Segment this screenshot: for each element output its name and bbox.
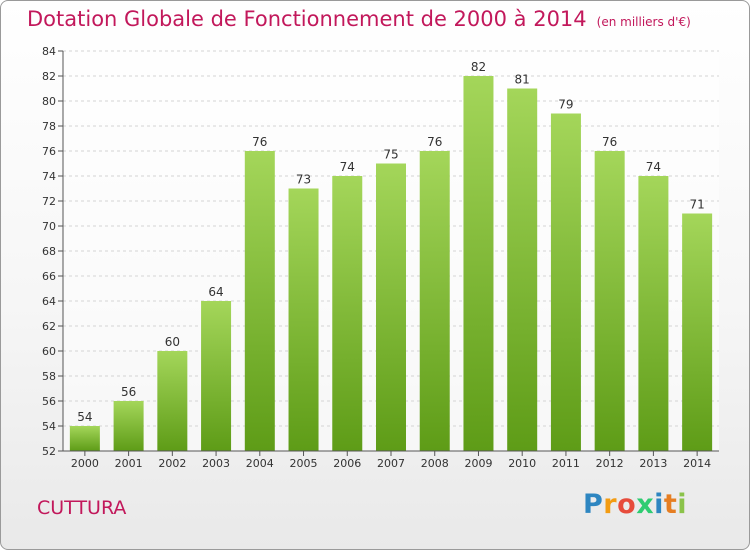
commune-name: CUTTURA	[37, 497, 127, 519]
y-tick-label: 76	[42, 145, 56, 158]
x-tick-label: 2004	[246, 457, 274, 470]
bar	[463, 76, 494, 451]
y-tick-label: 56	[42, 395, 56, 408]
x-tick-label: 2014	[683, 457, 711, 470]
y-tick-label: 72	[42, 195, 56, 208]
data-label: 75	[383, 148, 398, 162]
data-label: 82	[471, 60, 486, 74]
data-label: 54	[77, 410, 92, 424]
bar	[157, 351, 188, 451]
data-label: 81	[515, 73, 530, 87]
logo-letter: x	[636, 489, 655, 520]
y-tick-label: 68	[42, 245, 56, 258]
logo-letter: i	[654, 489, 664, 520]
y-axis: 52 54 56 58 60 62 64 66 68 70 72 74 76 78 80 82 84	[42, 45, 64, 458]
data-label: 79	[558, 98, 573, 112]
logo-letter: i	[677, 489, 688, 520]
y-tick-label: 52	[42, 445, 56, 458]
data-label: 74	[340, 160, 355, 174]
x-tick-label: 2007	[377, 457, 405, 470]
data-label: 64	[208, 285, 223, 299]
bar	[244, 151, 275, 451]
data-label: 76	[602, 135, 617, 149]
x-tick-label: 2010	[508, 457, 536, 470]
bar	[201, 301, 232, 451]
chart-unit-label: (en milliers d'€)	[596, 15, 691, 29]
x-tick-label: 2013	[639, 457, 667, 470]
logo-letter: o	[617, 489, 637, 520]
bar	[419, 151, 450, 451]
data-label: 71	[689, 198, 704, 212]
chart-title: Dotation Globale de Fonctionnement de 20…	[27, 7, 691, 31]
data-label: 56	[121, 385, 136, 399]
x-tick-label: 2006	[333, 457, 361, 470]
data-label: 76	[252, 135, 267, 149]
y-tick-label: 70	[42, 220, 56, 233]
y-tick-label: 66	[42, 270, 56, 283]
bar	[288, 188, 319, 451]
x-tick-label: 2011	[552, 457, 580, 470]
x-tick-label: 2001	[115, 457, 143, 470]
bar	[594, 151, 625, 451]
x-tick-label: 2000	[71, 457, 99, 470]
bar	[376, 163, 406, 451]
bar	[550, 113, 581, 451]
data-label: 73	[296, 173, 311, 187]
logo-letter: P	[583, 489, 604, 520]
x-tick-label: 2005	[290, 457, 318, 470]
proxiti-logo[interactable]: Proxiti	[583, 489, 687, 520]
x-tick-label: 2003	[202, 457, 230, 470]
x-tick-label: 2012	[596, 457, 624, 470]
x-tick-label: 2009	[464, 457, 492, 470]
y-tick-label: 64	[42, 295, 56, 308]
bar	[69, 426, 100, 451]
bar	[682, 213, 713, 451]
y-tick-label: 82	[42, 70, 56, 83]
y-tick-label: 74	[42, 170, 56, 183]
chart-title-text: Dotation Globale de Fonctionnement de 20…	[27, 7, 587, 31]
y-tick-label: 80	[42, 95, 56, 108]
x-tick-label: 2008	[421, 457, 449, 470]
logo-letter: r	[603, 489, 618, 520]
y-tick-label: 78	[42, 120, 56, 133]
y-tick-label: 54	[42, 420, 56, 433]
bar	[638, 176, 669, 451]
data-label: 60	[165, 335, 180, 349]
bar	[507, 88, 538, 451]
bar	[113, 401, 144, 451]
y-tick-label: 62	[42, 320, 56, 333]
data-label: 74	[646, 160, 661, 174]
bars: 54 56 60 64 76 73 74 75 76 82 81 79 76 74 71	[69, 60, 713, 451]
y-tick-label: 58	[42, 370, 56, 383]
y-tick-label: 84	[42, 45, 56, 58]
bar	[332, 176, 363, 451]
x-tick-label: 2002	[158, 457, 186, 470]
y-tick-label: 60	[42, 345, 56, 358]
data-label: 76	[427, 135, 442, 149]
logo-letter: t	[663, 489, 678, 520]
x-axis: 2000 2001 2002 2003 2004 2005 2006 2007 2008 2009…	[63, 450, 719, 470]
